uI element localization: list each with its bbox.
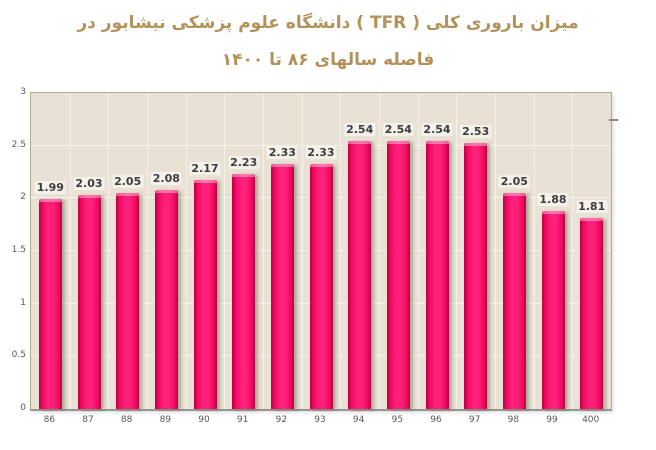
bar-value-label: 2.05 <box>498 175 530 189</box>
bar <box>270 163 294 409</box>
grid-line-vertical <box>417 93 419 409</box>
x-tick-label: 86 <box>43 415 56 425</box>
bar <box>38 199 62 409</box>
grid-line-vertical <box>147 93 148 409</box>
x-tick-label: 94 <box>352 415 365 425</box>
bar-value-label: 2.33 <box>266 145 298 159</box>
x-tick-label: 92 <box>275 415 288 425</box>
y-tick-label: 2 <box>20 192 26 203</box>
x-tick-label: 98 <box>507 415 520 425</box>
x-tick-label: 95 <box>391 415 404 425</box>
bar <box>116 193 140 409</box>
bar-value-label: 1.81 <box>576 200 608 214</box>
chart-title-line-2: فاصله سالهای ۸۶ تا ۱۴۰۰ <box>221 50 435 70</box>
x-tick-label: 89 <box>159 415 172 425</box>
bar <box>193 180 217 409</box>
x-tick-label: 96 <box>430 415 442 425</box>
x-tick-label: 90 <box>198 415 210 425</box>
grid-line-vertical <box>224 93 226 409</box>
grid-line-vertical <box>572 93 574 409</box>
y-tick-label: 0 <box>20 403 26 413</box>
bar <box>386 141 410 409</box>
bar-value-label: 2.33 <box>305 145 337 159</box>
grid-line-vertical <box>340 93 342 409</box>
bar <box>309 163 333 409</box>
bar <box>77 195 101 409</box>
plot-area: 1.99 2.03 2.05 2.08 2.17 2.23 2.33 2.33 2.54 2.54… <box>30 92 612 411</box>
grid-line-vertical <box>456 93 458 409</box>
right-axis-tick-mark <box>609 119 618 121</box>
x-tick-label: 87 <box>82 415 94 425</box>
bar <box>502 193 526 409</box>
bar-value-label: 1.99 <box>34 181 66 195</box>
bar-value-label: 2.03 <box>73 177 105 191</box>
grid-line-vertical <box>533 93 535 409</box>
bar-value-label: 2.17 <box>189 162 221 176</box>
bar <box>348 141 372 409</box>
bar <box>154 189 178 409</box>
bar <box>464 142 488 409</box>
bar <box>425 141 449 409</box>
bar <box>580 218 604 409</box>
grid-line-vertical <box>379 93 380 409</box>
x-tick-label: 99 <box>546 415 558 425</box>
y-tick-label: 3 <box>20 87 26 97</box>
y-tick-label: 1 <box>20 297 26 308</box>
x-tick-label: 91 <box>236 415 249 425</box>
x-tick-label: 97 <box>468 415 481 425</box>
bar-value-label: 2.23 <box>228 156 260 170</box>
grid-line-horizontal <box>31 144 611 146</box>
chart-title-line-1: میزان باروری کلی ( TFR ) دانشگاه علوم پز… <box>77 13 579 33</box>
chart-title: میزان باروری کلی ( TFR ) دانشگاه علوم پز… <box>0 5 656 79</box>
grid-line-vertical <box>69 93 71 409</box>
grid-line-vertical <box>108 93 110 409</box>
grid-line-vertical <box>263 93 264 409</box>
x-tick-label: 88 <box>120 415 133 425</box>
x-tick-label: 400 <box>582 415 600 425</box>
bar-value-label: 2.53 <box>460 124 492 138</box>
y-tick-label: 2.5 <box>11 139 26 150</box>
bar <box>232 174 256 409</box>
bar-value-label: 2.05 <box>112 175 144 189</box>
grid-line-vertical <box>185 93 187 409</box>
bar-value-label: 2.54 <box>344 123 376 137</box>
bar-value-label: 1.88 <box>537 192 569 206</box>
y-tick-label: 1.5 <box>11 245 26 255</box>
bar <box>541 210 565 409</box>
grid-line-vertical <box>301 93 303 409</box>
bar-value-label: 2.08 <box>150 171 182 185</box>
bar-value-label: 2.54 <box>382 123 414 137</box>
bar-value-label: 2.54 <box>421 123 453 137</box>
y-tick-label: 0.5 <box>11 350 26 361</box>
grid-line-vertical <box>495 93 496 409</box>
x-tick-label: 93 <box>314 415 326 425</box>
